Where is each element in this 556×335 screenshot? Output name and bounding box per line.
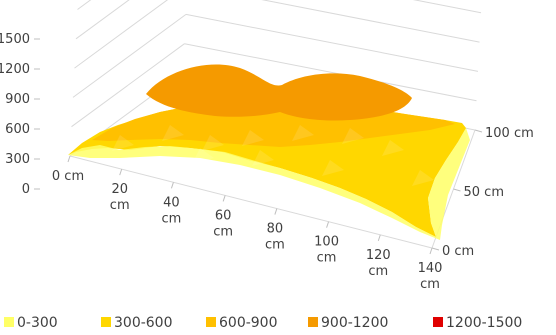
legend-swatch	[308, 317, 318, 327]
x-tick-label: 80 cm	[265, 222, 285, 253]
gridline-left	[74, 0, 169, 69]
surface-band-0-300	[68, 128, 470, 240]
x-tick-mark	[119, 168, 123, 176]
x-tick-label-line: 120	[366, 248, 391, 263]
surface-facet	[292, 125, 314, 141]
x-tick-label-line: cm	[317, 251, 337, 266]
y-axis-ticks: 0 cm 50 cm 100 cm	[431, 126, 534, 259]
x-tick-label: 100 cm	[314, 235, 339, 266]
surface-facet	[342, 128, 364, 144]
x-tick-label-line: 60	[215, 208, 232, 223]
surface-facet	[242, 130, 264, 146]
x-tick-mark	[326, 221, 330, 228]
gridline-back	[185, 13, 479, 72]
x-tick-mark	[222, 195, 226, 202]
surface-plot	[68, 64, 470, 240]
surface-facet	[162, 125, 184, 141]
x-tick-mark	[429, 247, 433, 255]
z-tick-label: 1200	[0, 62, 30, 77]
x-tick-label-line: 140	[418, 261, 443, 276]
legend-swatch	[206, 317, 216, 327]
y-tick-mark	[474, 129, 483, 133]
gridline-left	[75, 0, 130, 40]
legend-swatch	[101, 317, 111, 327]
surface-facet	[412, 170, 434, 186]
x-tick-label: 140 cm	[418, 261, 443, 292]
legend-swatch	[433, 317, 443, 327]
x-tick-mark	[67, 155, 71, 163]
y-tick-mark	[431, 247, 440, 251]
x-tick-label: 120 cm	[366, 248, 391, 279]
y-tick-mark	[453, 188, 461, 192]
legend-label: 600-900	[219, 315, 278, 331]
x-tick-label-line: cm	[110, 198, 130, 213]
surface-facet	[322, 160, 344, 176]
surface-facet	[192, 148, 214, 164]
gridline-back	[261, 0, 480, 43]
x-tick-label-line: 80	[267, 222, 284, 237]
x-tick-label-line: cm	[368, 264, 388, 279]
surface-facet	[252, 150, 274, 166]
legend-swatch	[4, 317, 14, 327]
x-tick-label-line: cm	[162, 211, 182, 226]
gridline-back	[184, 43, 477, 102]
x-tick-mark	[274, 208, 278, 215]
z-tick-label: 600	[5, 122, 30, 137]
surface-band-900-1200	[146, 64, 412, 121]
x-tick-label-line: 100	[314, 235, 339, 250]
y-tick-label: 0 cm	[442, 244, 474, 259]
x-tick-label-line: cm	[213, 224, 233, 239]
z-tick-label: 1500	[0, 32, 30, 47]
surface-facet	[112, 135, 134, 151]
x-tick-label-line: cm	[420, 277, 440, 292]
z-tick-label: 900	[5, 92, 30, 107]
legend-label: 0-300	[17, 315, 58, 331]
gridline-left	[77, 0, 92, 10]
y-tick-label: 100 cm	[485, 126, 534, 141]
z-axis-ticks: 0 300 600 900 1200 1500	[0, 32, 40, 197]
legend: 0-300 300-600 600-900 900-1200 1200-1500	[4, 315, 522, 331]
x-tick-mark	[377, 234, 381, 242]
x-tick-label-line: 40	[163, 195, 180, 210]
z-tick-label: 0	[22, 182, 30, 197]
x-tick-label: 0 cm	[52, 169, 84, 184]
floor-front-edge	[69, 155, 433, 249]
x-tick-label-line: cm	[265, 238, 285, 253]
x-tick-label: 20 cm	[110, 182, 130, 213]
x-tick-label: 40 cm	[162, 195, 182, 226]
gridline-left	[71, 43, 185, 128]
x-tick-label: 60 cm	[213, 208, 233, 239]
x-tick-label-line: 0 cm	[52, 169, 84, 184]
gridline-left	[72, 13, 187, 98]
x-tick-label-line: 20	[111, 182, 128, 197]
surface-facet	[382, 140, 404, 156]
legend-label: 900-1200	[321, 315, 388, 331]
legend-label: 1200-1500	[446, 315, 522, 331]
y-tick-label: 50 cm	[464, 185, 505, 200]
x-tick-mark	[170, 182, 174, 189]
z-tick-label: 300	[5, 152, 30, 167]
surface-facet	[202, 135, 224, 151]
gridline-back	[412, 0, 482, 14]
legend-label: 300-600	[114, 315, 173, 331]
